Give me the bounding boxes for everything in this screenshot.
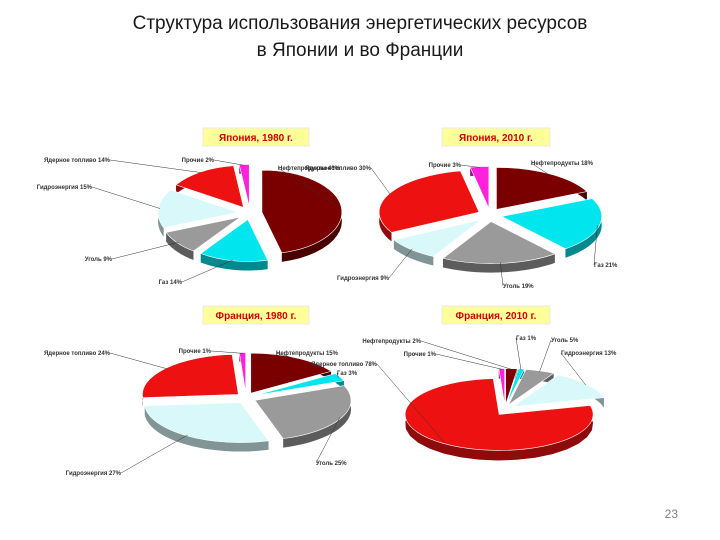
- slice-label: Прочие 2%: [182, 158, 215, 164]
- pie-title-box: [441, 305, 551, 325]
- leader-line: [388, 248, 413, 279]
- pie-slice: [393, 219, 482, 257]
- pie-slice: [511, 374, 605, 408]
- leader-line: [560, 352, 586, 386]
- pie-slice: [404, 378, 594, 451]
- leader-line: [500, 262, 504, 287]
- slice-label: Уголь 9%: [85, 257, 113, 263]
- pie-slice: [498, 368, 505, 405]
- pie-title: Япония, 2010 г.: [459, 133, 533, 144]
- slide-title-line-2: в Японии и во Франции: [256, 40, 464, 61]
- leader-line: [109, 159, 202, 173]
- slice-label: Газ 21%: [594, 263, 618, 269]
- pie-chart-1: Япония, 1980 г. Нефтепродукты 46% Газ 14% У…: [37, 127, 343, 286]
- leader-line: [515, 337, 522, 370]
- slice-label: Ядерное топливо 78%: [311, 362, 378, 368]
- slice-label: Нефтепродукты 15%: [276, 350, 339, 357]
- leader-line: [593, 225, 598, 266]
- leader-line: [213, 159, 245, 166]
- leader-line: [91, 186, 161, 209]
- slice-label: Гидроэнергия 13%: [561, 351, 617, 357]
- pie-title-box: [202, 305, 310, 325]
- pie-slice-side: [200, 253, 268, 271]
- leader-line: [370, 167, 391, 195]
- pie-title: Франция, 1980 г.: [216, 311, 297, 322]
- slice-label: Ядерное топливо 14%: [44, 158, 111, 164]
- pie-slice: [238, 164, 250, 207]
- leader-line: [336, 372, 339, 378]
- pie-slice: [254, 385, 352, 439]
- slide-title-line-1: Структура использования энергетических р…: [132, 13, 588, 34]
- slice-label: Прочие 1%: [179, 349, 212, 355]
- slide-title: Структура использования энергетических р…: [0, 10, 720, 64]
- pie-slice: [175, 165, 244, 208]
- slice-label: Гидроэнергия 27%: [66, 471, 122, 477]
- leader-line: [530, 162, 550, 175]
- pie-slice: [378, 170, 480, 233]
- slice-label: Нефтепродукты 2%: [362, 338, 421, 345]
- leader-line: [539, 339, 552, 372]
- pie-slice-side: [442, 253, 555, 273]
- slice-label: Нефтепродукты 18%: [531, 160, 594, 167]
- pie-title-box: [202, 127, 310, 147]
- pie-slice-side: [565, 198, 602, 258]
- slice-label: Прочие 3%: [429, 163, 462, 169]
- pie-title-box: [441, 127, 551, 147]
- pie-chart-2: Япония, 2010 г. Нефтепродукты 18% Газ 21% У…: [305, 127, 618, 290]
- pie-slice: [505, 368, 518, 405]
- pie-slice: [142, 354, 239, 399]
- slice-label: Гидроэнергия 15%: [37, 185, 93, 191]
- slice-label: Газ 1%: [516, 336, 537, 342]
- leader-line: [376, 363, 446, 444]
- leader-line: [120, 434, 188, 474]
- page-number: 23: [664, 507, 678, 521]
- pie-slice-side: [166, 232, 194, 261]
- pie-title: Франция, 2010 г.: [456, 311, 537, 322]
- slice-label: Уголь 5%: [551, 338, 579, 344]
- pie-chart-3: Франция, 1980 г. Нефтепродукты 15% Газ 3% У…: [44, 305, 358, 477]
- leader-line: [277, 167, 340, 208]
- slice-label: Уголь 25%: [316, 461, 347, 467]
- slice-label: Ядерное топливо 30%: [305, 166, 372, 172]
- pie-title: Япония, 1980 г.: [219, 133, 293, 144]
- pie-slice: [496, 167, 588, 210]
- leader-line: [275, 352, 296, 359]
- pie-slice: [200, 219, 269, 262]
- leader-line: [181, 259, 234, 283]
- slice-label: Газ 3%: [337, 371, 358, 377]
- slice-label: Уголь 19%: [503, 284, 534, 290]
- leader-line: [109, 352, 168, 370]
- pie-slice: [500, 198, 602, 250]
- pie-slice: [506, 368, 525, 405]
- leader-line: [420, 340, 512, 370]
- slice-label: Гидроэнергия 9%: [337, 276, 390, 282]
- slice-label: Газ 14%: [159, 280, 183, 286]
- pie-slice-side: [144, 405, 269, 452]
- pie-slice: [469, 166, 490, 209]
- pie-slice: [261, 169, 343, 254]
- leader-line: [460, 164, 480, 168]
- pie-slice: [144, 402, 270, 443]
- leader-line: [111, 242, 179, 260]
- pie-slice: [254, 373, 345, 396]
- leader-line: [210, 350, 243, 354]
- slice-label: Прочие 1%: [404, 352, 437, 358]
- pie-chart-4: Франция, 2010 г. Нефтепродукты 2% Газ 1% Уг…: [311, 305, 617, 461]
- slice-label: Ядерное топливо 24%: [44, 351, 111, 357]
- pie-slice: [238, 352, 246, 393]
- pie-slice: [157, 189, 240, 229]
- leader-line: [435, 353, 502, 370]
- slice-label: Нефтепродукты 46%: [278, 165, 341, 172]
- pie-slice: [508, 369, 555, 406]
- pie-slice: [250, 352, 332, 394]
- leader-line: [315, 417, 341, 464]
